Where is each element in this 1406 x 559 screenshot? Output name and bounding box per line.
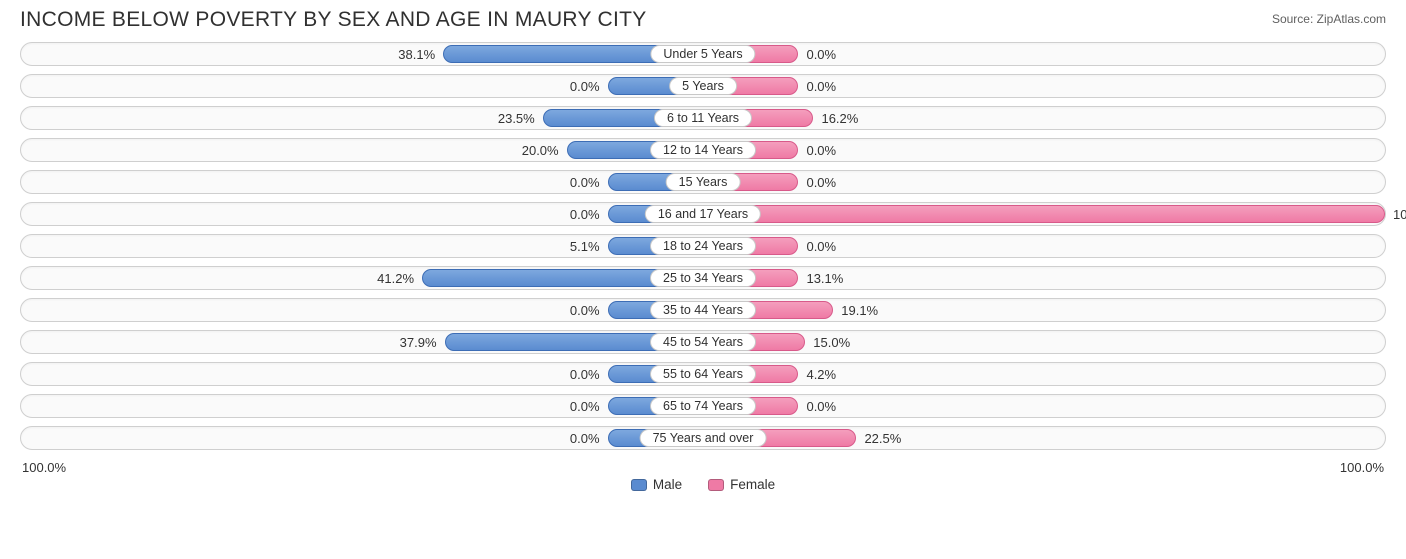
male-value: 20.0% <box>522 139 567 161</box>
chart-row: 0.0% 0.0% 65 to 74 Years <box>20 394 1386 418</box>
chart-row: 20.0% 0.0% 12 to 14 Years <box>20 138 1386 162</box>
male-value: 37.9% <box>400 331 445 353</box>
chart-row: 37.9% 15.0% 45 to 54 Years <box>20 330 1386 354</box>
category-label: 6 to 11 Years <box>654 109 752 127</box>
chart-row: 0.0% 22.5% 75 Years and over <box>20 426 1386 450</box>
male-value: 0.0% <box>570 75 608 97</box>
category-label: 5 Years <box>669 77 737 95</box>
chart-area: 38.1% 0.0% Under 5 Years 0.0% 0.0% 5 Years 23.… <box>0 36 1406 450</box>
female-value: 0.0% <box>798 75 836 97</box>
legend: Male Female <box>0 477 1406 492</box>
chart-row: 23.5% 16.2% 6 to 11 Years <box>20 106 1386 130</box>
category-label: 15 Years <box>666 173 741 191</box>
legend-male: Male <box>631 477 682 492</box>
female-value: 22.5% <box>856 427 901 449</box>
female-value: 4.2% <box>798 363 836 385</box>
category-label: 16 and 17 Years <box>645 205 761 223</box>
chart-source: Source: ZipAtlas.com <box>1272 12 1386 26</box>
chart-row: 38.1% 0.0% Under 5 Years <box>20 42 1386 66</box>
chart-row: 41.2% 13.1% 25 to 34 Years <box>20 266 1386 290</box>
female-value: 13.1% <box>798 267 843 289</box>
chart-row: 0.0% 19.1% 35 to 44 Years <box>20 298 1386 322</box>
female-value: 19.1% <box>833 299 878 321</box>
category-label: 45 to 54 Years <box>650 333 756 351</box>
male-value: 0.0% <box>570 363 608 385</box>
category-label: 75 Years and over <box>640 429 767 447</box>
chart-row: 0.0%100.0%16 and 17 Years <box>20 202 1386 226</box>
category-label: 12 to 14 Years <box>650 141 756 159</box>
female-value: 16.2% <box>813 107 858 129</box>
legend-male-label: Male <box>653 477 682 492</box>
male-value: 41.2% <box>377 267 422 289</box>
male-swatch-icon <box>631 479 647 491</box>
axis-right-label: 100.0% <box>1340 460 1384 475</box>
male-value: 0.0% <box>570 427 608 449</box>
female-value: 15.0% <box>805 331 850 353</box>
chart-title: INCOME BELOW POVERTY BY SEX AND AGE IN M… <box>20 8 647 32</box>
female-value: 0.0% <box>798 139 836 161</box>
category-label: 35 to 44 Years <box>650 301 756 319</box>
female-value: 100.0% <box>1385 203 1406 225</box>
female-value: 0.0% <box>798 171 836 193</box>
category-label: 55 to 64 Years <box>650 365 756 383</box>
axis-labels: 100.0% 100.0% <box>0 458 1406 475</box>
chart-row: 5.1% 0.0% 18 to 24 Years <box>20 234 1386 258</box>
male-value: 0.0% <box>570 395 608 417</box>
chart-row: 0.0% 0.0% 5 Years <box>20 74 1386 98</box>
legend-female: Female <box>708 477 775 492</box>
chart-row: 0.0% 4.2% 55 to 64 Years <box>20 362 1386 386</box>
female-value: 0.0% <box>798 235 836 257</box>
female-bar <box>703 205 1385 223</box>
male-value: 23.5% <box>498 107 543 129</box>
category-label: 25 to 34 Years <box>650 269 756 287</box>
female-value: 0.0% <box>798 395 836 417</box>
category-label: 65 to 74 Years <box>650 397 756 415</box>
male-value: 5.1% <box>570 235 608 257</box>
female-swatch-icon <box>708 479 724 491</box>
category-label: 18 to 24 Years <box>650 237 756 255</box>
category-label: Under 5 Years <box>650 45 755 63</box>
legend-female-label: Female <box>730 477 775 492</box>
male-value: 0.0% <box>570 203 608 225</box>
chart-row: 0.0% 0.0% 15 Years <box>20 170 1386 194</box>
male-value: 38.1% <box>398 43 443 65</box>
axis-left-label: 100.0% <box>22 460 66 475</box>
female-value: 0.0% <box>798 43 836 65</box>
male-value: 0.0% <box>570 171 608 193</box>
male-value: 0.0% <box>570 299 608 321</box>
